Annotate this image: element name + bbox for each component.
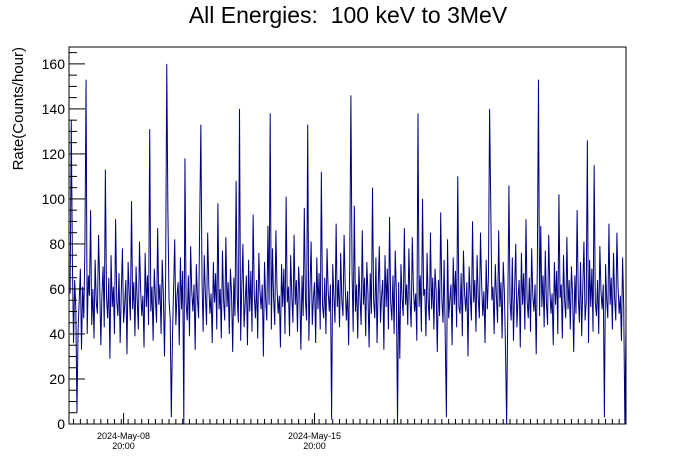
- y-tick-label: 0: [57, 416, 65, 432]
- y-axis-title: Rate(Counts/hour): [10, 47, 27, 170]
- y-tick-label: 140: [42, 101, 66, 117]
- y-tick-label: 40: [49, 326, 65, 342]
- x-tick-time: 20:00: [303, 441, 326, 451]
- chart-title: All Energies: 100 keV to 3MeV: [188, 2, 508, 28]
- y-tick-label: 60: [49, 281, 65, 297]
- series-line: [69, 63, 627, 425]
- series-rate: [69, 63, 627, 425]
- y-tick-label: 80: [49, 236, 65, 252]
- y-tick-label: 20: [49, 371, 65, 387]
- x-tick-date: 2024-May-08: [97, 431, 150, 441]
- y-tick-label: 100: [42, 191, 66, 207]
- x-tick-time: 20:00: [112, 441, 135, 451]
- y-tick-label: 160: [42, 56, 66, 72]
- x-tick-date: 2024-May-15: [288, 431, 341, 441]
- y-axis: 0 20 40 60 80 100 120 140 160: [42, 52, 85, 432]
- plot-frame: [68, 46, 627, 425]
- y-tick-label: 120: [42, 146, 66, 162]
